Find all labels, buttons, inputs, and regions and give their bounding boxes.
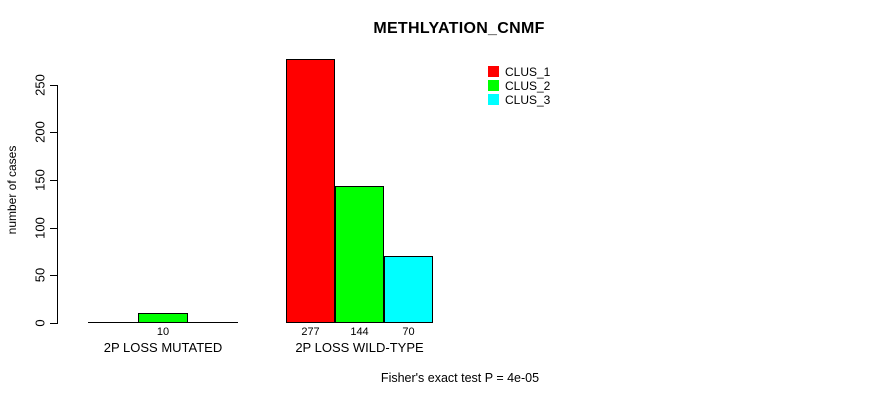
x-axis-category-label: 2P LOSS WILD-TYPE bbox=[295, 340, 424, 355]
bar-clus_1-group1 bbox=[88, 322, 138, 323]
chart-title: METHLYATION_CNMF bbox=[373, 20, 545, 37]
legend-label: CLUS_1 bbox=[505, 65, 551, 79]
bar-value-label: 277 bbox=[301, 326, 320, 338]
bar-clus_3-group2 bbox=[384, 256, 433, 323]
bar-clus_2-group2 bbox=[335, 186, 384, 323]
x-axis-category-label: 2P LOSS MUTATED bbox=[103, 340, 223, 355]
y-axis-tick-label: 0 bbox=[32, 319, 48, 327]
y-axis-tick bbox=[50, 323, 57, 324]
y-axis-tick bbox=[50, 228, 57, 229]
legend-swatch-clus_2 bbox=[488, 80, 499, 91]
legend-swatch-clus_3 bbox=[488, 94, 499, 105]
y-axis-tick bbox=[50, 180, 57, 181]
y-axis-tick-label: 250 bbox=[32, 74, 48, 96]
bar-clus_3-group1 bbox=[188, 322, 238, 323]
bar-value-label: 10 bbox=[156, 326, 170, 338]
legend-label: CLUS_2 bbox=[505, 79, 551, 93]
legend-swatch-clus_1 bbox=[488, 66, 499, 77]
bar-value-label: 144 bbox=[350, 326, 369, 338]
y-axis-tick bbox=[50, 132, 57, 133]
y-axis-tick-label: 50 bbox=[32, 267, 48, 283]
y-axis-tick bbox=[50, 275, 57, 276]
bar-clus_1-group2 bbox=[286, 59, 335, 323]
y-axis-tick-label: 150 bbox=[32, 169, 48, 191]
y-axis-tick-label: 200 bbox=[32, 121, 48, 143]
y-axis-tick-label: 100 bbox=[32, 217, 48, 239]
bar-value-label: 70 bbox=[402, 326, 415, 338]
y-axis-line bbox=[57, 85, 58, 324]
bar-clus_2-group1 bbox=[138, 313, 188, 323]
y-axis-tick bbox=[50, 85, 57, 86]
legend-label: CLUS_3 bbox=[505, 93, 551, 107]
fisher-test-annotation: Fisher's exact test P = 4e-05 bbox=[380, 371, 540, 385]
